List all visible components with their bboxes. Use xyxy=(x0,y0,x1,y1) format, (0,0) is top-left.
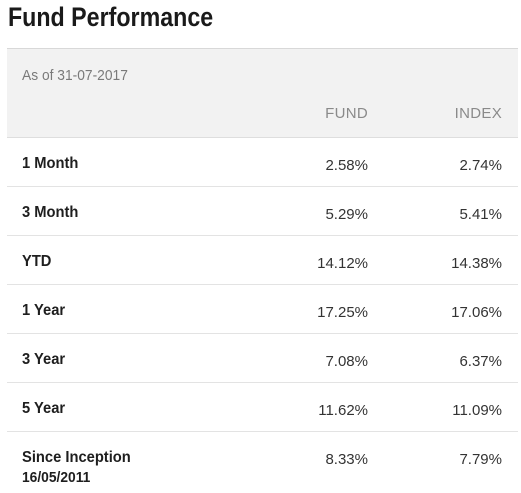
table-row: YTD 14.12% 14.38% xyxy=(7,236,518,285)
fund-value: 17.25% xyxy=(317,304,368,321)
row-label: 1 Year xyxy=(22,302,66,319)
inception-date: 16/05/2011 xyxy=(22,469,91,486)
column-header-index: INDEX xyxy=(454,105,502,122)
table-row: 3 Year 7.08% 6.37% xyxy=(7,334,518,383)
row-label: Since Inception 16/05/2011 xyxy=(22,448,131,488)
index-value: 11.09% xyxy=(452,402,502,419)
performance-table: As of 31-07-2017 FUND INDEX 1 Month 2.58… xyxy=(7,48,518,493)
fund-value: 11.62% xyxy=(318,402,368,419)
index-value: 17.06% xyxy=(451,304,502,321)
row-label: YTD xyxy=(22,253,52,270)
page-title: Fund Performance xyxy=(8,2,214,32)
row-label: 1 Month xyxy=(22,155,79,172)
table-row: 1 Month 2.58% 2.74% xyxy=(7,138,518,187)
fund-value: 2.58% xyxy=(325,157,368,174)
index-value: 6.37% xyxy=(459,353,502,370)
table-header: As of 31-07-2017 FUND INDEX xyxy=(7,49,518,138)
table-row: Since Inception 16/05/2011 8.33% 7.79% xyxy=(7,432,518,492)
table-row: 3 Month 5.29% 5.41% xyxy=(7,187,518,236)
index-value: 7.79% xyxy=(459,451,502,468)
as-of-date: As of 31-07-2017 xyxy=(22,67,128,84)
index-value: 2.74% xyxy=(459,157,502,174)
row-label-text: Since Inception xyxy=(22,449,131,466)
fund-value: 14.12% xyxy=(317,255,368,272)
column-header-fund: FUND xyxy=(325,105,368,122)
table-row: 1 Year 17.25% 17.06% xyxy=(7,285,518,334)
fund-value: 5.29% xyxy=(325,206,368,223)
table-body: 1 Month 2.58% 2.74% 3 Month 5.29% 5.41% … xyxy=(7,138,518,492)
index-value: 5.41% xyxy=(459,206,502,223)
row-label: 3 Month xyxy=(22,204,79,221)
fund-value: 8.33% xyxy=(325,451,368,468)
row-label: 3 Year xyxy=(22,351,66,368)
row-label: 5 Year xyxy=(22,400,66,417)
fund-value: 7.08% xyxy=(325,353,368,370)
table-row: 5 Year 11.62% 11.09% xyxy=(7,383,518,432)
index-value: 14.38% xyxy=(451,255,502,272)
